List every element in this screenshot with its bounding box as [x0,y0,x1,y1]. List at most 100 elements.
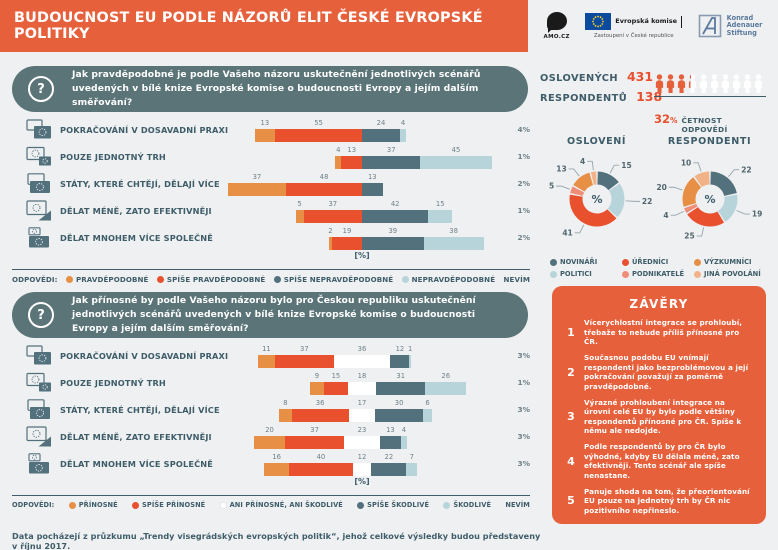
chart-row: DĚLAT MNOHEM VÍCE SPOLEČNĚ 2 19 39 38 2% [12,224,530,251]
donut-value-label: 4 [663,211,668,220]
legend-dot-icon [68,501,76,509]
scenario-icon-5 [26,227,52,248]
percent-axis-label: [%] [354,477,370,486]
donut-value-label: 10 [680,158,690,167]
conclusions-box: ZÁVĚRY 1 Vícerychlostní integrace se proh… [552,286,766,524]
donut-value-label: 15 [621,161,631,170]
legend-dot-icon [156,276,164,283]
segment-value-label: 38 [449,227,458,235]
question-mark-icon: ? [28,302,54,328]
nevim-value: 2% [517,233,530,242]
stacked-bar: 2 19 39 38 [228,224,513,251]
segment-value-label: 37 [328,200,338,208]
legend-item: SPÍŠE PŘÍNOSNÉ [132,501,205,509]
scenario-icon-1 [26,345,52,366]
segment-value-label: 42 [390,200,400,208]
bar-segment [286,183,362,196]
conclusion-item: 5 Panuje shoda na tom, že přeorientování … [566,487,752,516]
contacted-row: OSLOVENÝCH 431 [540,69,766,84]
bar-segment [362,237,424,250]
segment-value-label: 17 [357,399,367,407]
scenario-label: STÁTY, KTERÉ CHTĚJÍ, DĚLAJÍ VÍCE [60,404,220,415]
scenario-icon-3 [26,173,52,194]
donut-callout-line [735,210,750,215]
chart-row: STÁTY, KTERÉ CHTĚJÍ, DĚLAJÍ VÍCE 37 48 13 2% [12,170,530,197]
donut-callout-line [696,227,704,237]
donut-value-label: 25 [684,232,694,241]
bar-segment [362,183,383,196]
conclusion-text: Podle respondentů by pro ČR bylo výhodné… [584,442,740,480]
segment-value-label: 40 [316,453,326,461]
stacked-bar: 37 48 13 [227,170,513,197]
scenario-icon-2 [26,146,52,167]
person-icon [688,74,697,93]
segment-value-label: 6 [425,399,430,407]
eu-commission-logo: Evropská komise Zastoupení v České repub… [585,13,683,39]
question-1-text: Jak pravděpodobné je podle Vašeho názoru… [72,69,481,108]
respondent-structure: OSLOVENÍ 15 22 41 5 13 4% RESPONDENTI 22 19 25 4… [540,136,766,278]
donut-segment [572,172,593,193]
donut-chart: 15 22 41 513 4% [549,157,652,238]
donut-center-label: % [591,193,602,206]
segment-value-label: 15 [435,200,445,208]
donut-segment [569,194,616,227]
eu-commission-label: Evropská komise [615,16,678,25]
donut-segment [686,206,724,227]
scenario-icon-2 [26,372,52,393]
kas-logo-text: Konrad Adenauer Stiftung [726,13,763,37]
segment-value-label: 37 [252,173,262,181]
segment-value-label: 5 [297,200,302,208]
legend-dot-icon [622,270,629,278]
segment-value-label: 37 [386,146,396,154]
bar-segment [420,156,492,169]
contacted-label: OSLOVENÝCH [540,73,618,84]
donut-segment [596,171,619,191]
page-title: BUDOUCNOST EU PODLE NÁZORŮ ELIT ČESKÉ EV… [14,10,483,42]
question-box-1: ? Jak pravděpodobné je podle Vašeho názo… [12,66,528,112]
legend-item: PRAVDĚPODOBNÉ [65,275,149,284]
header-bar: BUDOUCNOST EU PODLE NÁZORŮ ELIT ČESKÉ EV… [0,0,528,52]
respondents-value: 138 [636,89,663,104]
bar-segment [428,210,453,223]
bar-segment [423,237,484,250]
conclusion-text: Panuje shoda na tom, že přeorientování E… [584,486,750,515]
person-icon [743,74,752,93]
nevim-value: 1% [517,378,530,387]
legend-dot-icon [132,501,140,509]
stacked-bar: 4 13 37 45 [228,143,513,170]
nevim-value: 3% [517,459,530,468]
bar-segment [335,156,342,169]
segment-value-label: 12 [395,345,405,353]
legend-item: PŘÍNOSNÉ [68,501,118,509]
nevim-value: 2% [517,179,530,188]
amo-logo: AMO.CZ [544,12,570,40]
bar-segment [264,463,290,476]
bar-segment [399,129,407,142]
scenario-label: DĚLAT MNOHEM VÍCE SPOLEČNĚ [60,458,214,469]
conclusions-title: ZÁVĚRY [629,297,689,311]
legend-dot-icon [622,258,629,266]
occupation-legend-item: POLITICI [550,270,622,278]
scenario-icon-4 [26,426,52,447]
kas-logo: Konrad Adenauer Stiftung [698,13,763,38]
bar-segment [347,382,377,395]
donut-segment [683,203,698,214]
bar-segment [371,463,407,476]
bar-segment [254,129,276,142]
person-icon [732,74,741,93]
segment-value-label: 55 [314,119,323,127]
legend-dot-icon [273,276,281,283]
bar-segment [309,382,325,395]
segment-value-label: 13 [386,426,395,434]
chart-row: POUZE JEDNOTNÝ TRH 4 13 37 45 1% [12,143,530,170]
donut-osloveni-title: OSLOVENÍ [566,136,627,147]
conclusion-number: 2 [567,365,575,379]
conclusion-item: 4 Podle respondentů by pro ČR bylo výhodn… [566,442,752,480]
segment-value-label: 16 [272,453,281,461]
conclusion-number: 1 [567,325,575,339]
donut-callout-line [609,164,619,174]
bar-segment [380,436,401,449]
segment-value-label: 37 [300,345,309,353]
segment-value-label: 15 [331,372,341,380]
segment-value-label: 4 [336,146,341,154]
